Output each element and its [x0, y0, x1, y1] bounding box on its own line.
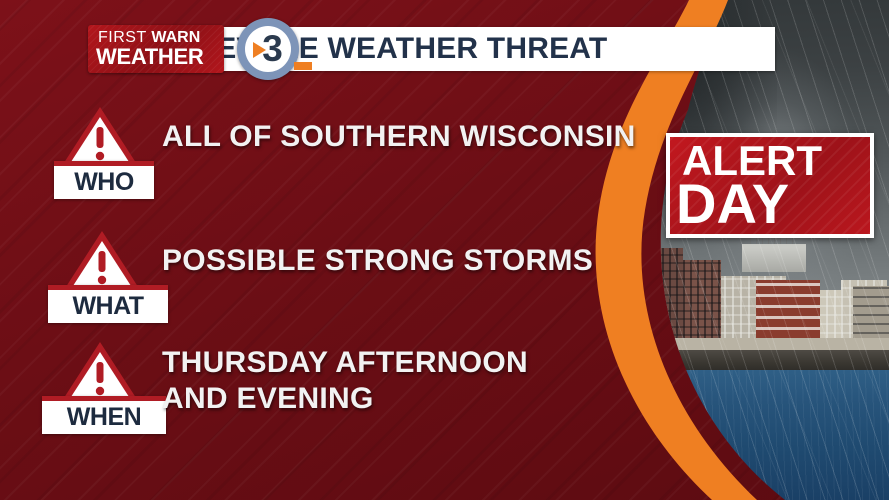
alert-day-badge: ALERT DAY — [666, 133, 874, 238]
who-label: WHO — [54, 161, 154, 199]
who-badge: WHO — [52, 105, 154, 199]
info-row: WHEN THURSDAY AFTERNOON AND EVENING — [40, 340, 600, 440]
what-label: WHAT — [48, 285, 168, 323]
warning-triangle-icon — [58, 105, 142, 171]
when-label: WHEN — [42, 396, 166, 434]
channel-3-logo: 3 — [237, 18, 312, 80]
logo-dash — [294, 62, 312, 70]
when-badge: WHEN — [40, 340, 166, 440]
who-text: ALL OF SOUTHERN WISCONSIN — [162, 120, 636, 153]
logo-warn-label: WARN — [151, 29, 201, 46]
warning-triangle-icon — [58, 340, 142, 406]
when-text-line2: AND EVENING — [162, 382, 374, 415]
info-row: WHO ALL OF SOUTHERN WISCONSIN — [52, 105, 635, 199]
alert-day-line1: ALERT — [682, 137, 822, 184]
what-text: POSSIBLE STRONG STORMS — [162, 244, 594, 277]
title-bar — [118, 27, 775, 71]
channel-number: 3 — [262, 28, 283, 69]
first-warn-weather-logo: FIRST WARN WEATHER — [88, 25, 224, 73]
what-badge: WHAT — [46, 229, 168, 323]
warning-triangle-icon — [60, 229, 144, 295]
when-text-line1: THURSDAY AFTERNOON — [162, 346, 528, 379]
info-row: WHAT POSSIBLE STRONG STORMS — [46, 229, 606, 323]
alert-day-line2: DAY — [676, 172, 790, 234]
logo-weather-label: WEATHER — [96, 44, 204, 69]
play-triangle-icon — [253, 42, 266, 58]
logo-first-label: FIRST — [98, 29, 152, 46]
